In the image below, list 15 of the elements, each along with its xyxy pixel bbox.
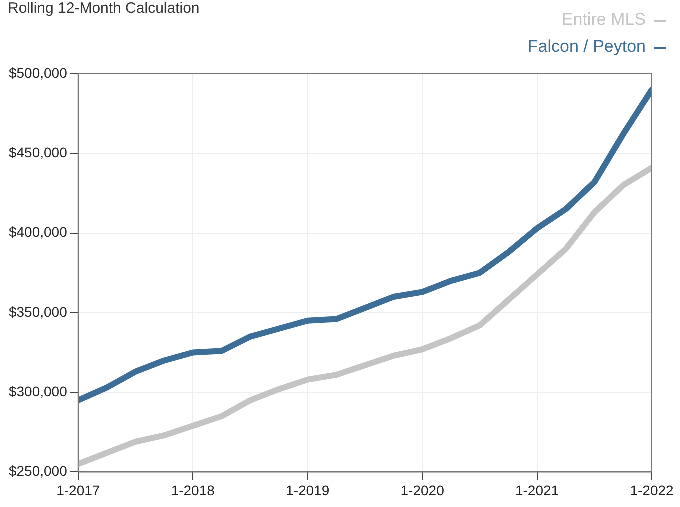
y-tick-label: $450,000 — [8, 144, 68, 160]
x-tick-label: 1-2022 — [630, 482, 674, 498]
y-tick-label: $500,000 — [8, 64, 68, 81]
x-tick-label: 1-2018 — [171, 482, 216, 498]
chart-title: Rolling 12-Month Calculation — [8, 0, 200, 17]
y-tick-label: $350,000 — [8, 304, 68, 320]
x-tick-label: 1-2020 — [400, 482, 445, 498]
x-tick-label: 1-2019 — [286, 482, 330, 498]
x-tick-label: 1-2021 — [515, 482, 560, 498]
x-tick-label: 1-2017 — [56, 482, 100, 498]
y-tick-label: $250,000 — [8, 463, 68, 480]
y-tick-label: $300,000 — [8, 383, 68, 400]
legend-label: Entire MLS — [562, 10, 646, 29]
y-tick-label: $400,000 — [8, 224, 68, 240]
legend-label: Falcon / Peyton — [528, 37, 646, 56]
